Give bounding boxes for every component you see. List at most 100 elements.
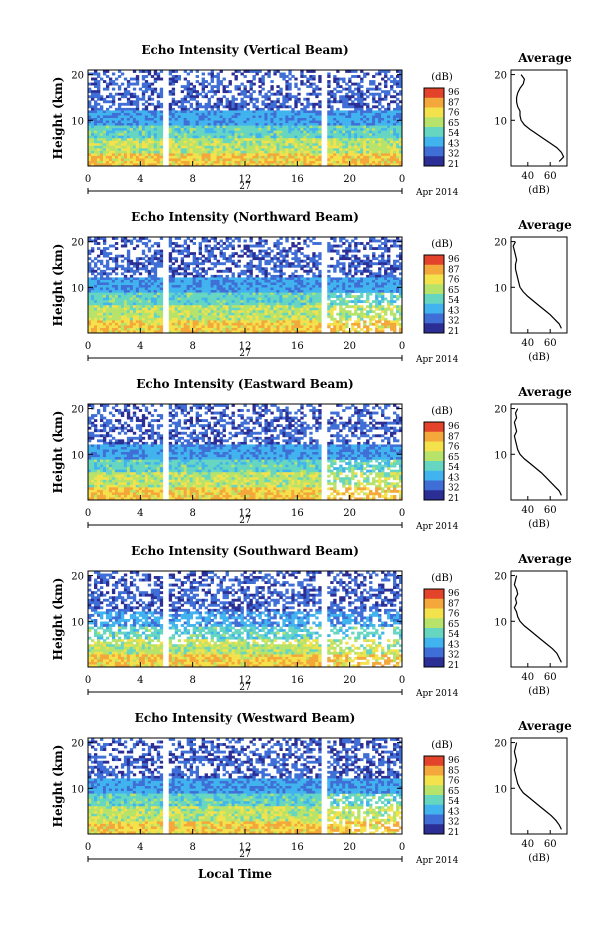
colorbar-tick-label: 21 [448, 327, 459, 337]
colorbar-unit: (dB) [431, 406, 453, 417]
colorbar-tick-label: 32 [448, 317, 459, 327]
colorbar-segment [424, 765, 444, 776]
x-tick-label: 8 [189, 341, 195, 352]
colorbar-segment [424, 470, 444, 481]
profile-y-tick-label: 10 [494, 784, 507, 795]
colorbar-segment [424, 136, 444, 147]
x-tick-label: 16 [291, 508, 304, 519]
colorbar-tick-label: 87 [448, 98, 460, 108]
profile-title: Average [517, 719, 572, 733]
y-tick-label: 10 [71, 784, 84, 795]
y-axis-label: Height (km) [51, 244, 65, 327]
profile-title: Average [517, 218, 572, 232]
colorbar-tick-label: 43 [448, 640, 460, 650]
colorbar-segment [424, 117, 444, 128]
x-tick-label: 8 [189, 842, 195, 853]
chart-title: Echo Intensity (Eastward Beam) [136, 377, 353, 391]
colorbar-tick-label: 65 [448, 787, 460, 797]
colorbar-segment [424, 451, 444, 462]
x-tick-label: 8 [189, 174, 195, 185]
colorbar-segment [424, 156, 444, 167]
profile-x-tick-label: 60 [544, 672, 557, 683]
colorbar-segment [424, 255, 444, 266]
colorbar-tick-label: 32 [448, 818, 459, 828]
profile-line [513, 408, 562, 496]
colorbar-segment [424, 303, 444, 314]
colorbar-tick-label: 54 [448, 463, 460, 473]
colorbar-segment [424, 804, 444, 815]
colorbar-segment [424, 824, 444, 835]
chart-panel-5: Echo Intensity (Westward Beam) 20 10 Height… [51, 711, 572, 866]
colorbar-segment [424, 284, 444, 295]
x-tick-label: 0 [399, 842, 405, 853]
profile-y-tick-label: 10 [494, 116, 507, 127]
colorbar-tick-label: 76 [448, 777, 460, 787]
colorbar-segment [424, 618, 444, 629]
colorbar-tick-label: 76 [448, 276, 460, 286]
colorbar-segment [424, 264, 444, 275]
profile-title: Average [517, 552, 572, 566]
y-axis-label: Height (km) [51, 578, 65, 661]
colorbar-tick-label: 54 [448, 296, 460, 306]
profile-line [516, 74, 565, 162]
x-tick-label: 4 [137, 508, 143, 519]
chart-panel-2: Echo Intensity (Northward Beam) 20 10 Heigh… [51, 210, 572, 365]
date-day: 27 [239, 516, 251, 526]
profile-x-tick-label: 40 [521, 672, 534, 683]
colorbar-tick-label: 65 [448, 286, 460, 296]
colorbar-tick-label: 65 [448, 453, 460, 463]
profile-x-tick-label: 60 [544, 338, 557, 349]
colorbar-tick-label: 76 [448, 109, 460, 119]
profile-y-tick-label: 10 [494, 617, 507, 628]
profile-x-tick-label: 60 [544, 505, 557, 516]
y-axis-label: Height (km) [51, 411, 65, 494]
x-tick-label: 0 [399, 341, 405, 352]
colorbar-segment [424, 490, 444, 501]
colorbar-segment [424, 608, 444, 619]
colorbar-frame [423, 755, 445, 835]
x-tick-label: 20 [343, 341, 356, 352]
y-tick-label: 10 [71, 283, 84, 294]
x-tick-label: 0 [85, 508, 91, 519]
heatmap-field [88, 70, 403, 167]
colorbar-segment [424, 294, 444, 305]
colorbar-tick-label: 85 [448, 766, 460, 776]
profile-x-label: (dB) [528, 185, 550, 196]
x-tick-label: 0 [85, 675, 91, 686]
x-tick-label: 8 [189, 508, 195, 519]
x-tick-label: 4 [137, 675, 143, 686]
y-tick-label: 20 [71, 405, 84, 416]
x-tick-label: 12 [239, 508, 252, 519]
profile-frame [510, 69, 568, 167]
colorbar-segment [424, 647, 444, 658]
profile-x-tick-label: 40 [521, 171, 534, 182]
chart-panel-3: Echo Intensity (Eastward Beam) 20 10 Height… [51, 377, 572, 532]
profile-x-label: (dB) [528, 853, 550, 864]
date-day: 27 [239, 182, 251, 192]
profile-title: Average [517, 385, 572, 399]
colorbar-tick-label: 54 [448, 129, 460, 139]
profile-x-label: (dB) [528, 519, 550, 530]
y-tick-label: 20 [71, 572, 84, 583]
profile-y-tick-label: 20 [494, 405, 507, 416]
y-tick-label: 20 [71, 71, 84, 82]
profile-frame [510, 403, 568, 501]
colorbar-tick-label: 21 [448, 661, 459, 671]
profile-y-tick-label: 10 [494, 450, 507, 461]
colorbar-segment [424, 313, 444, 324]
colorbar-segment [424, 775, 444, 786]
profile-y-tick-label: 20 [494, 572, 507, 583]
colorbar-tick-label: 32 [448, 150, 459, 160]
colorbar-segment [424, 814, 444, 825]
x-tick-label: 0 [85, 174, 91, 185]
profile-x-label: (dB) [528, 686, 550, 697]
colorbar-tick-label: 96 [448, 756, 460, 766]
date-month: Apr 2014 [415, 355, 459, 365]
x-tick-label: 0 [85, 341, 91, 352]
colorbar-segment [424, 480, 444, 491]
x-tick-label: 20 [343, 842, 356, 853]
colorbar-segment [424, 628, 444, 639]
colorbar-segment [424, 785, 444, 796]
y-axis-label: Height (km) [51, 745, 65, 828]
